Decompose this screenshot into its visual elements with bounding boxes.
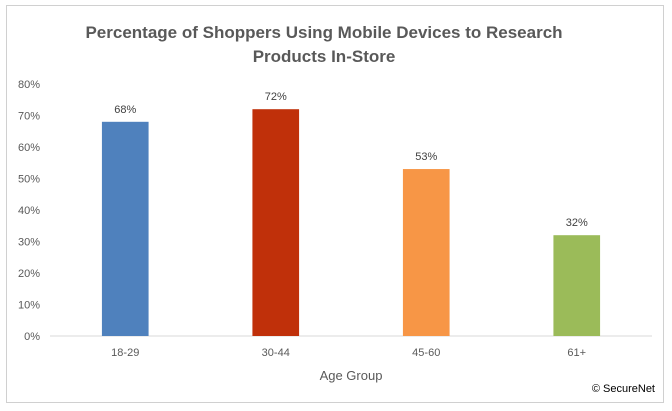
bar-30-44 — [252, 109, 300, 336]
x-tick-label-61+: 61+ — [567, 347, 586, 359]
x-axis: 18-29 30-44 45-60 61+ — [50, 335, 652, 359]
y-tick-label: 80% — [18, 79, 40, 91]
y-tick-label: 40% — [18, 205, 40, 217]
data-label-45-60: 53% — [415, 151, 437, 163]
chart-title-line-2: Products In-Store — [253, 47, 396, 66]
y-tick-label: 20% — [18, 268, 40, 280]
x-tick-label-18-29: 18-29 — [111, 347, 139, 359]
y-tick-label: 60% — [18, 142, 40, 154]
x-tick-label-30-44: 30-44 — [262, 347, 290, 359]
y-tick-label: 10% — [18, 300, 40, 312]
y-axis: 0% 10% 20% 30% 40% 50% 60% 70% 80% — [18, 79, 40, 343]
y-tick-label: 50% — [18, 174, 40, 186]
data-label-61+: 32% — [566, 217, 588, 229]
data-label-30-44: 72% — [265, 91, 287, 103]
x-tick-label-45-60: 45-60 — [412, 347, 440, 359]
data-label-18-29: 68% — [114, 104, 136, 116]
bars — [101, 109, 601, 336]
bar-45-60 — [402, 169, 450, 336]
chart-title-line-1: Percentage of Shoppers Using Mobile Devi… — [85, 23, 562, 42]
copyright-credit: © SecureNet — [592, 383, 655, 395]
bar-61+ — [553, 235, 601, 336]
y-tick-label: 70% — [18, 111, 40, 123]
y-tick-label: 30% — [18, 237, 40, 249]
y-tick-label: 0% — [24, 331, 40, 343]
data-labels: 68% 72% 53% 32% — [114, 91, 588, 229]
x-axis-title: Age Group — [320, 368, 383, 383]
bar-18-29 — [101, 121, 149, 336]
